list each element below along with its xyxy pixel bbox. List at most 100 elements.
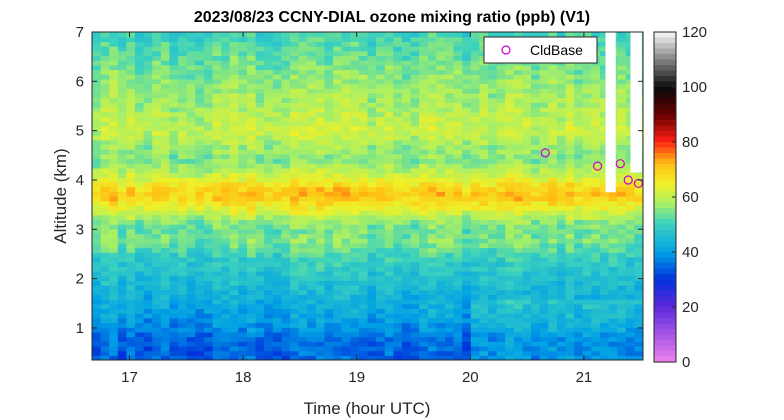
heatmap-cell bbox=[556, 191, 567, 197]
heatmap-cell bbox=[496, 341, 506, 347]
heatmap-cell bbox=[367, 74, 377, 80]
heatmap-cell bbox=[117, 64, 128, 71]
colorbar-tick-label: 100 bbox=[682, 79, 707, 96]
heatmap-cell bbox=[298, 130, 308, 136]
heatmap-cell bbox=[462, 106, 472, 113]
heatmap-cell bbox=[126, 303, 136, 310]
cldbase-point bbox=[540, 148, 550, 158]
colorbar-segment bbox=[654, 136, 676, 143]
heatmap-cell bbox=[135, 228, 145, 235]
heatmap-cell bbox=[436, 322, 446, 328]
heatmap-cell bbox=[135, 181, 145, 188]
heatmap-cell bbox=[92, 317, 102, 324]
heatmap-cell bbox=[479, 121, 489, 127]
heatmap-cell bbox=[126, 116, 136, 122]
heatmap-cell bbox=[290, 345, 300, 352]
heatmap-cell bbox=[255, 224, 265, 230]
heatmap-cell bbox=[229, 242, 239, 249]
heatmap-cell bbox=[307, 135, 317, 141]
heatmap-cell bbox=[152, 219, 162, 225]
colorbar-segment bbox=[654, 103, 676, 110]
heatmap-cell bbox=[186, 186, 196, 192]
heatmap-cell bbox=[341, 50, 351, 57]
heatmap-cell bbox=[436, 261, 446, 267]
heatmap-cell bbox=[255, 64, 265, 71]
heatmap-cell bbox=[488, 149, 498, 155]
heatmap-cell bbox=[401, 261, 412, 267]
heatmap-cell bbox=[143, 97, 153, 103]
heatmap-cell bbox=[462, 50, 472, 57]
heatmap-cell bbox=[505, 327, 515, 333]
heatmap-cell bbox=[135, 111, 145, 117]
heatmap-cell bbox=[548, 181, 558, 188]
heatmap-cell bbox=[186, 336, 196, 342]
heatmap-cell bbox=[341, 355, 351, 360]
heatmap-cell bbox=[539, 135, 549, 141]
heatmap-cell bbox=[212, 345, 222, 352]
heatmap-cell bbox=[599, 74, 610, 80]
heatmap-cell bbox=[255, 102, 265, 108]
heatmap-cell bbox=[617, 83, 627, 89]
heatmap-cell bbox=[195, 78, 205, 85]
heatmap-cell bbox=[169, 186, 179, 192]
heatmap-cell bbox=[143, 261, 153, 267]
heatmap-cell bbox=[358, 256, 369, 263]
heatmap-cell bbox=[255, 130, 265, 136]
heatmap-cell bbox=[599, 83, 610, 89]
heatmap-cell bbox=[634, 172, 643, 178]
heatmap-cell bbox=[341, 252, 351, 258]
heatmap-cell bbox=[565, 261, 575, 267]
heatmap-cell bbox=[444, 60, 455, 66]
heatmap-cell bbox=[634, 224, 643, 230]
heatmap-cell bbox=[290, 275, 300, 281]
colorbar-segment bbox=[654, 65, 676, 72]
heatmap-cell bbox=[350, 153, 360, 160]
heatmap-cell bbox=[307, 210, 317, 216]
heatmap-cell bbox=[298, 186, 308, 192]
heatmap-cell bbox=[608, 303, 618, 310]
heatmap-cell bbox=[221, 88, 231, 94]
heatmap-cell bbox=[264, 130, 274, 136]
heatmap-cell bbox=[92, 60, 102, 66]
heatmap-cell bbox=[92, 55, 102, 61]
heatmap-cell bbox=[625, 270, 635, 277]
heatmap-cell bbox=[203, 200, 214, 206]
heatmap-cell bbox=[169, 167, 179, 174]
heatmap-cell bbox=[152, 303, 162, 310]
heatmap-cell bbox=[160, 331, 171, 338]
heatmap-cell bbox=[298, 196, 308, 202]
y-tick-label: 7 bbox=[76, 24, 84, 41]
heatmap-cell bbox=[384, 46, 394, 52]
heatmap-cell bbox=[178, 256, 188, 263]
heatmap-cell bbox=[479, 341, 489, 347]
heatmap-cell bbox=[522, 69, 532, 75]
heatmap-cell bbox=[591, 64, 601, 71]
heatmap-cell bbox=[376, 219, 386, 225]
heatmap-cell bbox=[212, 78, 222, 85]
heatmap-cell bbox=[488, 139, 498, 146]
heatmap-cell bbox=[582, 252, 592, 258]
heatmap-cell bbox=[135, 116, 145, 122]
heatmap-cell bbox=[246, 102, 257, 108]
heatmap-cell bbox=[582, 177, 592, 183]
heatmap-cell bbox=[488, 341, 498, 347]
heatmap-cell bbox=[410, 121, 420, 127]
heatmap-cell bbox=[195, 341, 205, 347]
heatmap-cell bbox=[531, 256, 541, 263]
heatmap-cell bbox=[212, 350, 222, 356]
heatmap-cell bbox=[358, 266, 369, 272]
heatmap-cell bbox=[574, 135, 584, 141]
heatmap-cell bbox=[246, 88, 257, 94]
heatmap-cell bbox=[556, 214, 567, 221]
heatmap-cell bbox=[350, 32, 360, 38]
heatmap-cell bbox=[358, 83, 369, 89]
heatmap-cell bbox=[109, 32, 119, 38]
heatmap-cell bbox=[556, 238, 567, 244]
heatmap-cell bbox=[427, 214, 437, 221]
heatmap-cell bbox=[298, 135, 308, 141]
heatmap-cell bbox=[324, 111, 334, 117]
heatmap-cell bbox=[470, 149, 481, 155]
heatmap-cell bbox=[522, 88, 532, 94]
heatmap-cell bbox=[92, 64, 102, 71]
heatmap-cell bbox=[444, 294, 455, 300]
